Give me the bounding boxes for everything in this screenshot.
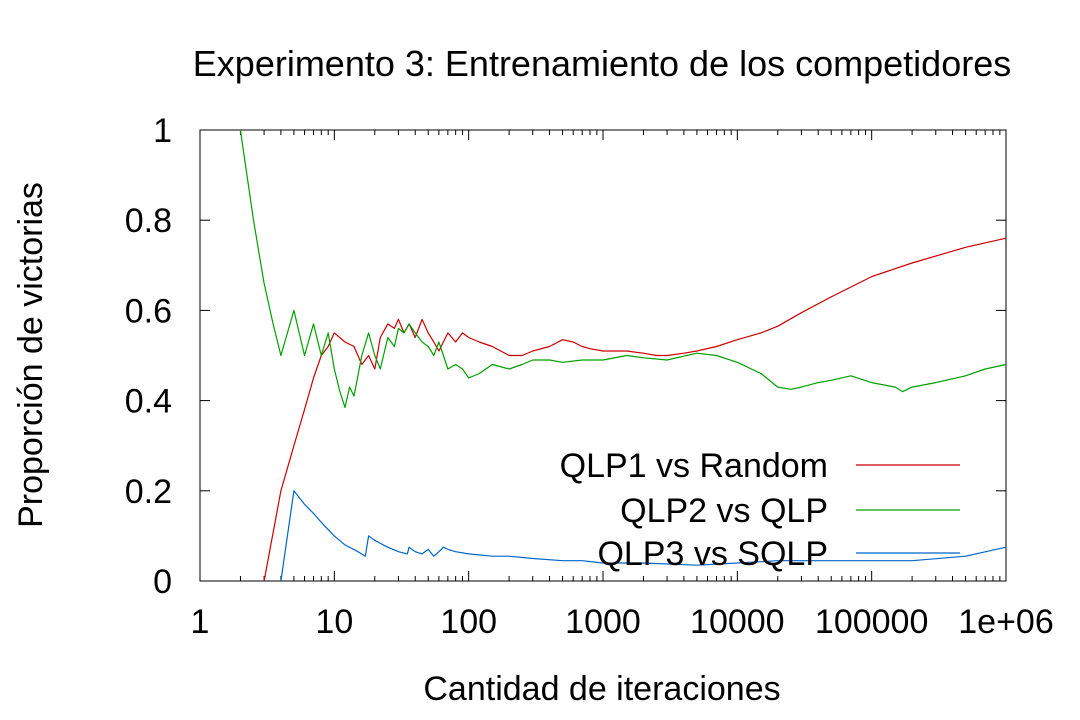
series-line-1 bbox=[263, 237, 1007, 582]
axis-ticks: 0 0.2 0.4 0.6 0.8 1 1 10 100 1000 10000 100000 1e+06 bbox=[125, 112, 1054, 641]
legend: QLP1 vs Random QLP2 vs QLP QLP3 vs SQLP bbox=[560, 447, 960, 573]
x-axis-title: Cantidad de iteraciones bbox=[423, 670, 780, 708]
chart-title: Experimento 3: Entrenamiento de los comp… bbox=[193, 43, 1011, 84]
legend-label: QLP2 vs QLP bbox=[620, 492, 828, 530]
y-tick-label: 0 bbox=[153, 563, 172, 601]
x-tick-label: 100000 bbox=[815, 603, 928, 641]
y-tick-label: 0.4 bbox=[125, 383, 172, 421]
y-tick-label: 0.6 bbox=[125, 292, 172, 330]
legend-label: QLP1 vs Random bbox=[560, 447, 828, 485]
x-tick-label: 10 bbox=[315, 603, 353, 641]
series-line-3 bbox=[280, 490, 1007, 582]
series-layer bbox=[239, 129, 1007, 582]
y-axis-title: Proporción de victorias bbox=[12, 182, 50, 528]
y-tick-label: 1 bbox=[153, 112, 172, 150]
x-tick-label: 1 bbox=[191, 603, 210, 641]
y-tick-label: 0.8 bbox=[125, 202, 172, 240]
x-tick-label: 1e+06 bbox=[958, 603, 1054, 641]
legend-label: QLP3 vs SQLP bbox=[597, 535, 828, 573]
series-line-2 bbox=[239, 129, 1007, 408]
x-tick-label: 10000 bbox=[690, 603, 785, 641]
x-tick-label: 100 bbox=[440, 603, 497, 641]
x-tick-label: 1000 bbox=[565, 603, 641, 641]
y-tick-label: 0.2 bbox=[125, 473, 172, 511]
